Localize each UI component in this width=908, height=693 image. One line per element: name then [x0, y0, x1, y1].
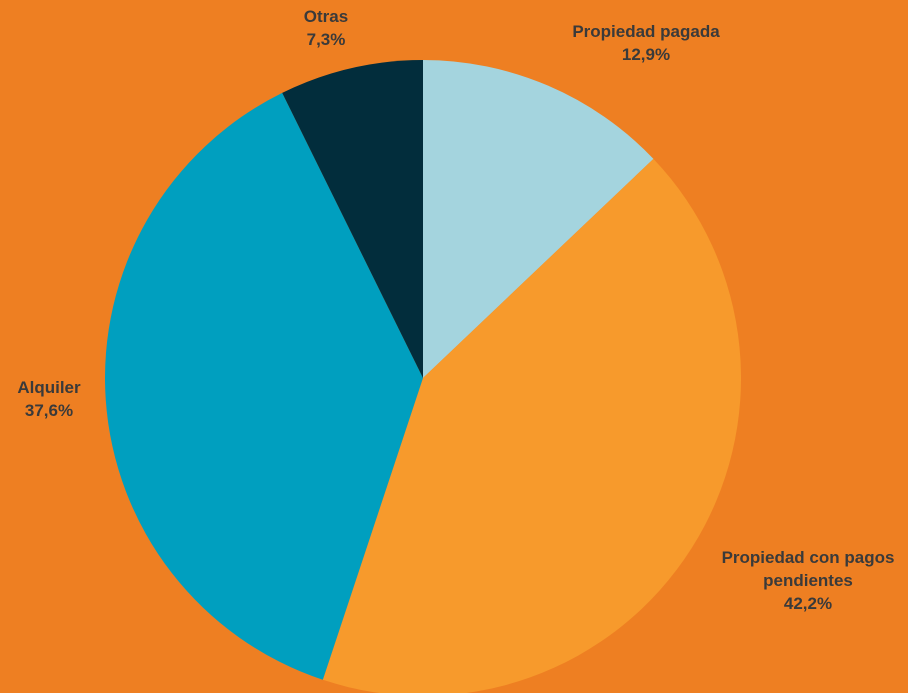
- pie-labels: Propiedad pagada 12,9% Propiedad con pagos…: [17, 7, 894, 613]
- slice-label: Otras 7,3%: [304, 7, 348, 49]
- slice-name-label: Propiedad pagada: [572, 22, 720, 41]
- slice-percent-label: 42,2%: [784, 594, 832, 613]
- slice-label: Alquiler 37,6%: [17, 378, 81, 420]
- slice-name-label: Otras: [304, 7, 348, 26]
- slice-percent-label: 37,6%: [25, 401, 73, 420]
- slice-name-label: Alquiler: [17, 378, 81, 397]
- pie-slice: [423, 60, 654, 378]
- slice-label: Propiedad con pagos pendientes 42,2%: [722, 548, 895, 613]
- slice-name-label: pendientes: [763, 571, 853, 590]
- slice-label: Propiedad pagada 12,9%: [572, 22, 720, 64]
- pie-slice: [282, 60, 423, 378]
- slice-name-label: Propiedad con pagos: [722, 548, 895, 567]
- pie-slices: [105, 60, 741, 693]
- slice-percent-label: 7,3%: [307, 30, 346, 49]
- pie-slice: [105, 92, 423, 680]
- slice-percent-label: 12,9%: [622, 45, 670, 64]
- pie-slice: [322, 158, 741, 693]
